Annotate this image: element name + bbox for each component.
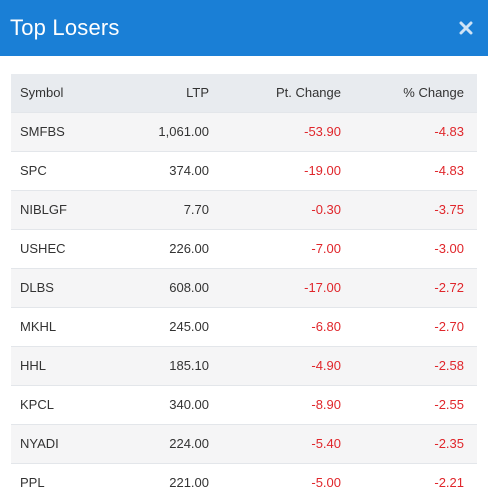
cell-pt-change: -5.00 [209,462,341,502]
column-header-pt-change[interactable]: Pt. Change [209,74,341,112]
cell-pt-change: -4.90 [209,345,341,385]
cell-symbol: KPCL [11,384,121,424]
cell-ltp: 226.00 [121,228,209,268]
cell-symbol: NYADI [11,423,121,463]
cell-symbol: SMFBS [11,111,121,151]
cell-symbol: DLBS [11,267,121,307]
cell-ltp: 221.00 [121,462,209,502]
table-row[interactable]: HHL 185.10 -4.90 -2.58 [11,345,477,385]
column-header-ltp[interactable]: LTP [121,74,209,112]
cell-pct-change: -4.83 [341,111,477,151]
cell-pct-change: -2.21 [341,462,477,502]
cell-pt-change: -8.90 [209,384,341,424]
cell-pt-change: -6.80 [209,306,341,346]
cell-pt-change: -5.40 [209,423,341,463]
cell-ltp: 245.00 [121,306,209,346]
cell-pct-change: -2.35 [341,423,477,463]
cell-pct-change: -3.75 [341,189,477,229]
table-row[interactable]: PPL 221.00 -5.00 -2.21 [11,462,477,502]
cell-ltp: 185.10 [121,345,209,385]
cell-pt-change: -7.00 [209,228,341,268]
close-icon [459,21,473,35]
cell-pt-change: -0.30 [209,189,341,229]
cell-symbol: HHL [11,345,121,385]
cell-ltp: 340.00 [121,384,209,424]
cell-symbol: USHEC [11,228,121,268]
cell-pt-change: -17.00 [209,267,341,307]
cell-ltp: 608.00 [121,267,209,307]
cell-pct-change: -2.72 [341,267,477,307]
cell-pt-change: -19.00 [209,150,341,190]
cell-ltp: 374.00 [121,150,209,190]
cell-pct-change: -2.70 [341,306,477,346]
modal-body: Symbol LTP Pt. Change % Change SMFBS 1,06… [0,56,488,502]
cell-pct-change: -4.83 [341,150,477,190]
cell-ltp: 7.70 [121,189,209,229]
cell-pct-change: -2.58 [341,345,477,385]
table-row[interactable]: SMFBS 1,061.00 -53.90 -4.83 [11,111,477,151]
table-row[interactable]: USHEC 226.00 -7.00 -3.00 [11,228,477,268]
modal-header: Top Losers [0,0,488,56]
cell-ltp: 1,061.00 [121,111,209,151]
table-row[interactable]: NIBLGF 7.70 -0.30 -3.75 [11,189,477,229]
cell-symbol: PPL [11,462,121,502]
modal-title: Top Losers [10,15,120,40]
cell-symbol: SPC [11,150,121,190]
close-button[interactable] [456,18,476,38]
cell-pt-change: -53.90 [209,111,341,151]
table-row[interactable]: DLBS 608.00 -17.00 -2.72 [11,267,477,307]
cell-pct-change: -2.55 [341,384,477,424]
column-header-symbol[interactable]: Symbol [11,74,121,112]
cell-symbol: NIBLGF [11,189,121,229]
top-losers-table: Symbol LTP Pt. Change % Change SMFBS 1,06… [11,74,477,502]
column-header-pct-change[interactable]: % Change [341,74,477,112]
cell-ltp: 224.00 [121,423,209,463]
table-row[interactable]: KPCL 340.00 -8.90 -2.55 [11,384,477,424]
cell-pct-change: -3.00 [341,228,477,268]
table-header-row: Symbol LTP Pt. Change % Change [11,74,477,112]
table-row[interactable]: MKHL 245.00 -6.80 -2.70 [11,306,477,346]
table-row[interactable]: SPC 374.00 -19.00 -4.83 [11,150,477,190]
table-row[interactable]: NYADI 224.00 -5.40 -2.35 [11,423,477,463]
cell-symbol: MKHL [11,306,121,346]
